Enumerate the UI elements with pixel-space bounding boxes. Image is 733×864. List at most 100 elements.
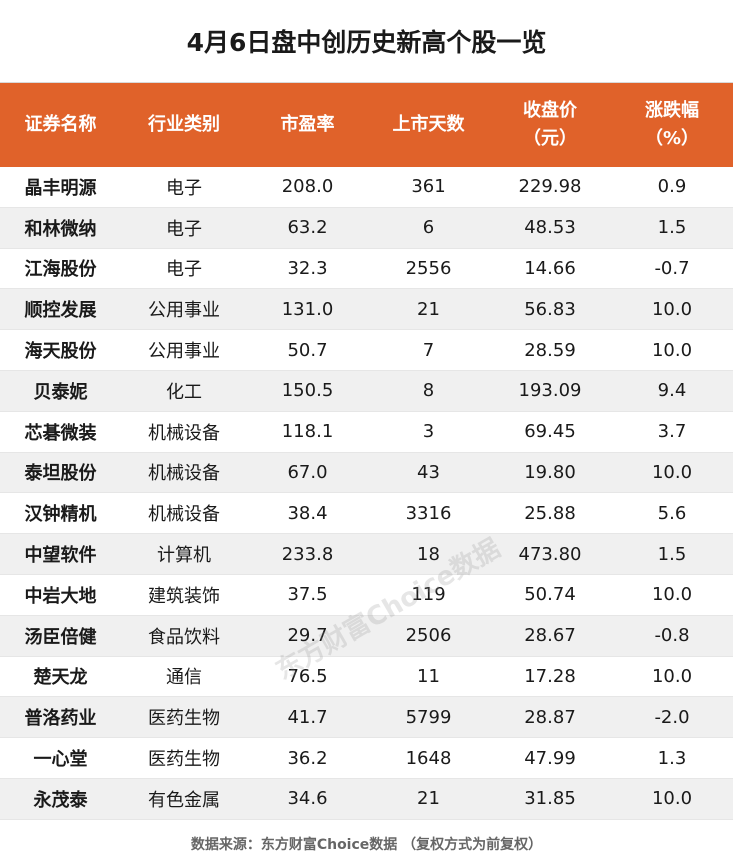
cell-industry: 电子 xyxy=(166,177,202,199)
cell-stock-name: 贝泰妮 xyxy=(33,381,88,403)
cell-stock-name: 永茂泰 xyxy=(33,789,88,811)
cell-industry: 食品饮料 xyxy=(148,626,220,648)
cell-days: 1648 xyxy=(405,747,452,769)
cell-close-price: 229.98 xyxy=(518,176,582,198)
cell-pe: 38.4 xyxy=(287,502,328,524)
cell-change-pct: 10.0 xyxy=(651,339,693,361)
cell-close-price: 31.85 xyxy=(524,788,576,810)
cell-close-price: 28.67 xyxy=(524,625,576,647)
cell-pe: 67.0 xyxy=(287,461,328,483)
cell-days: 119 xyxy=(411,584,446,606)
table-row: 汤臣倍健 食品饮料 29.7 2506 28.67 -0.8 xyxy=(0,615,733,657)
table-row: 中望软件 计算机 233.8 18 473.80 1.5 xyxy=(0,534,733,575)
cell-close-price: 28.87 xyxy=(524,706,576,728)
cell-pe: 34.6 xyxy=(287,788,328,810)
cell-stock-name: 泰坦股份 xyxy=(24,463,97,485)
cell-pe: 41.7 xyxy=(287,706,328,728)
cell-pe: 208.0 xyxy=(281,176,334,198)
cell-days: 8 xyxy=(422,380,435,402)
cell-stock-name: 芯碁微装 xyxy=(24,422,97,444)
header-close: 收盘价 （元） xyxy=(523,100,577,149)
cell-industry: 公用事业 xyxy=(148,300,220,322)
cell-days: 3 xyxy=(422,421,435,443)
cell-industry: 医药生物 xyxy=(148,749,220,771)
cell-stock-name: 海天股份 xyxy=(24,341,97,363)
data-source-note: 数据来源：东方财富Choice数据 （复权方式为前复权） xyxy=(190,836,543,853)
table-row: 晶丰明源 电子 208.0 361 229.98 0.9 xyxy=(0,167,733,208)
cell-change-pct: 10.0 xyxy=(651,584,693,606)
cell-industry: 机械设备 xyxy=(148,422,220,444)
cell-pe: 36.2 xyxy=(287,747,328,769)
cell-days: 21 xyxy=(417,298,440,320)
table-row: 泰坦股份 机械设备 67.0 43 19.80 10.0 xyxy=(0,452,733,494)
table-row: 汉钟精机 机械设备 38.4 3316 25.88 5.6 xyxy=(0,493,733,535)
page-title: 4月6日盘中创历史新高个股一览 xyxy=(0,0,733,83)
table-row: 中岩大地 建筑装饰 37.5 119 50.74 10.0 xyxy=(0,575,733,616)
cell-days: 2506 xyxy=(405,625,452,647)
header-change: 涨跌幅 （%） xyxy=(644,100,700,149)
cell-change-pct: 3.7 xyxy=(657,421,687,443)
cell-close-price: 193.09 xyxy=(518,380,582,402)
cell-close-price: 48.53 xyxy=(524,217,576,239)
cell-days: 43 xyxy=(417,461,440,483)
cell-days: 11 xyxy=(417,665,440,687)
cell-close-price: 69.45 xyxy=(524,421,576,443)
cell-close-price: 50.74 xyxy=(524,584,576,606)
cell-industry: 化工 xyxy=(166,381,202,403)
cell-days: 3316 xyxy=(405,502,452,524)
cell-days: 5799 xyxy=(405,706,452,728)
cell-days: 2556 xyxy=(405,257,452,279)
cell-pe: 63.2 xyxy=(287,217,328,239)
cell-days: 21 xyxy=(417,788,440,810)
table-row: 永茂泰 有色金属 34.6 21 31.85 10.0 xyxy=(0,778,733,820)
cell-pe: 29.7 xyxy=(287,625,328,647)
table-row: 和林微纳 电子 63.2 6 48.53 1.5 xyxy=(0,207,733,249)
table-row: 一心堂 医药生物 36.2 1648 47.99 1.3 xyxy=(0,738,733,779)
cell-industry: 医药生物 xyxy=(148,708,220,730)
cell-days: 361 xyxy=(411,176,446,198)
cell-industry: 通信 xyxy=(166,667,202,689)
cell-pe: 37.5 xyxy=(287,584,328,606)
cell-change-pct: 9.4 xyxy=(657,380,687,402)
cell-pe: 150.5 xyxy=(281,380,334,402)
cell-close-price: 473.80 xyxy=(518,543,582,565)
cell-close-price: 14.66 xyxy=(524,257,576,279)
cell-change-pct: 10.0 xyxy=(651,461,693,483)
table-row: 顺控发展 公用事业 131.0 21 56.83 10.0 xyxy=(0,289,733,331)
cell-days: 18 xyxy=(417,543,440,565)
cell-change-pct: -0.8 xyxy=(654,625,690,647)
cell-industry: 建筑装饰 xyxy=(148,585,220,607)
cell-pe: 118.1 xyxy=(281,421,334,443)
cell-industry: 电子 xyxy=(166,218,202,240)
cell-industry: 机械设备 xyxy=(148,463,220,485)
cell-change-pct: -0.7 xyxy=(654,257,690,279)
cell-industry: 公用事业 xyxy=(148,341,220,363)
cell-days: 6 xyxy=(422,217,435,239)
cell-industry: 计算机 xyxy=(157,545,211,567)
cell-close-price: 19.80 xyxy=(524,461,576,483)
cell-change-pct: 1.3 xyxy=(657,747,687,769)
cell-stock-name: 晶丰明源 xyxy=(24,177,97,199)
cell-industry: 机械设备 xyxy=(148,504,220,526)
cell-pe: 233.8 xyxy=(281,543,334,565)
cell-change-pct: 1.5 xyxy=(657,217,687,239)
cell-close-price: 25.88 xyxy=(524,502,576,524)
header-days: 上市天数 xyxy=(392,114,465,135)
cell-close-price: 28.59 xyxy=(524,339,576,361)
table-row: 江海股份 电子 32.3 2556 14.66 -0.7 xyxy=(0,249,733,290)
table-row: 普洛药业 医药生物 41.7 5799 28.87 -2.0 xyxy=(0,697,733,739)
cell-stock-name: 顺控发展 xyxy=(24,300,97,322)
cell-change-pct: 10.0 xyxy=(651,298,693,320)
header-pe: 市盈率 xyxy=(280,114,335,135)
header-name: 证券名称 xyxy=(24,114,97,135)
cell-pe: 131.0 xyxy=(281,298,334,320)
table-row: 海天股份 公用事业 50.7 7 28.59 10.0 xyxy=(0,330,733,371)
cell-industry: 电子 xyxy=(166,259,202,281)
table-row: 楚天龙 通信 76.5 11 17.28 10.0 xyxy=(0,657,733,698)
cell-stock-name: 中望软件 xyxy=(24,545,97,567)
cell-stock-name: 和林微纳 xyxy=(24,218,97,240)
cell-stock-name: 汉钟精机 xyxy=(24,504,97,526)
cell-change-pct: -2.0 xyxy=(654,706,690,728)
cell-days: 7 xyxy=(422,339,435,361)
cell-close-price: 56.83 xyxy=(524,298,576,320)
